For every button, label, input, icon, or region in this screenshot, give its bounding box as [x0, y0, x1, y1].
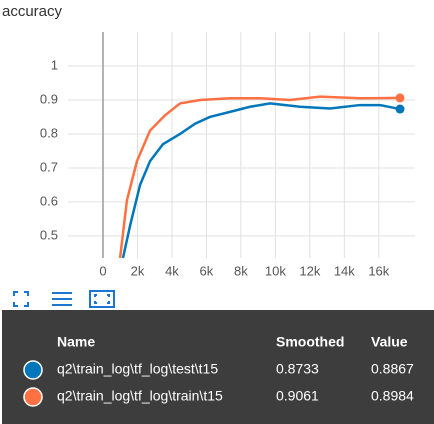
y-tick-label: 0.5 [40, 227, 58, 242]
x-tick-label: 2k [131, 263, 145, 278]
series-swatch [23, 387, 43, 407]
y-tick-label: 0.8 [40, 125, 58, 140]
end-dot [395, 93, 405, 103]
plot: 0.5 0.6 0.7 0.8 0.9 1 0 2k 4k 6k 8k 10k 12k 14k 16k [40, 32, 415, 278]
header: Smoothed [276, 334, 344, 350]
cell: q2\train_log\tf_log\train\t15 [57, 388, 223, 404]
header: Value [371, 334, 408, 350]
series-line [121, 102, 401, 259]
x-tick-label: 0 [99, 263, 106, 278]
y-tick-label: 0.7 [40, 159, 58, 174]
cell: 0.9061 [276, 388, 319, 404]
fit-icon[interactable] [89, 290, 115, 308]
fullscreen-icon[interactable] [13, 291, 29, 307]
y-tick-label: 0.9 [40, 91, 58, 106]
series-swatch [23, 360, 43, 380]
lines-icon[interactable] [52, 292, 72, 306]
cell: 0.8867 [371, 361, 414, 377]
tooltip-bg [2, 310, 434, 424]
x-tick-label: 14k [334, 263, 355, 278]
x-tick-label: 4k [165, 263, 179, 278]
x-tick-label: 16k [368, 263, 389, 278]
x-tick-label: 6k [200, 263, 214, 278]
header: Name [57, 334, 95, 350]
cell: 0.8984 [371, 388, 414, 404]
cell: q2\train_log\tf_log\test\t15 [57, 361, 218, 377]
chart-title: accuracy [2, 3, 63, 20]
y-tick-label: 0.6 [40, 193, 58, 208]
end-dot [395, 104, 405, 114]
y-tick-label: 1 [51, 57, 58, 72]
series-line [118, 95, 401, 259]
tooltip: Name Smoothed Value q2\train_log\tf_log\… [2, 310, 434, 424]
cell: 0.8733 [276, 361, 319, 377]
x-tick-label: 12k [299, 263, 320, 278]
toolbar [13, 290, 115, 308]
x-tick-label: 8k [234, 263, 248, 278]
x-tick-label: 10k [265, 263, 286, 278]
